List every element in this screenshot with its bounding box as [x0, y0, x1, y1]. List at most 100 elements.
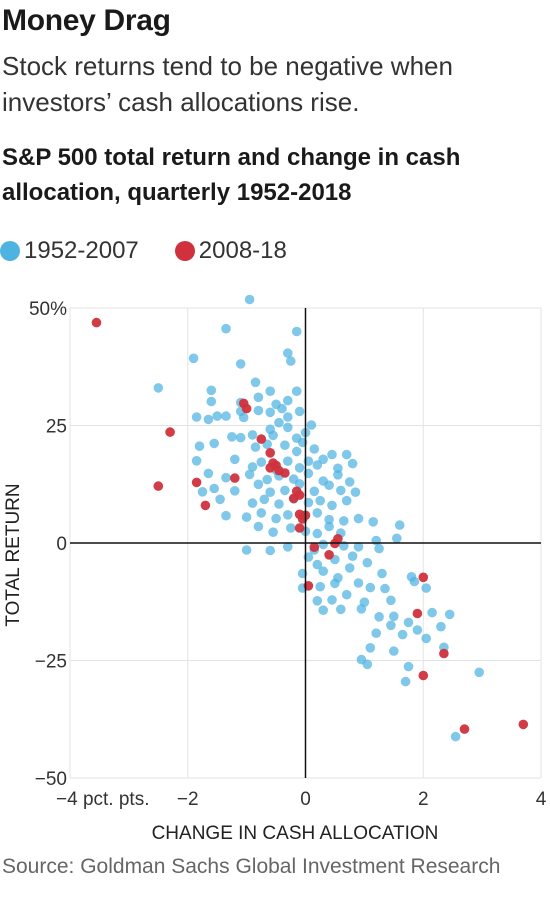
point-series-1-107	[324, 521, 334, 532]
point-series-2-6	[241, 403, 252, 414]
axes-layer	[70, 308, 541, 778]
point-series-1-17	[191, 412, 202, 422]
point-series-2-2	[153, 481, 164, 491]
point-series-1-74	[265, 487, 276, 498]
point-series-1-137	[421, 583, 432, 593]
point-series-1-100	[368, 517, 379, 527]
point-series-1-38	[194, 441, 205, 452]
point-series-1-134	[365, 582, 376, 593]
point-series-1-57	[318, 454, 329, 465]
page-title: Money Drag	[2, 4, 171, 37]
y-tick-label-4: −50	[35, 769, 67, 790]
point-series-1-148	[403, 617, 414, 628]
point-series-1-80	[350, 487, 361, 498]
point-series-2-14	[280, 468, 290, 478]
point-series-2-17	[288, 493, 299, 504]
point-series-1-43	[291, 446, 302, 457]
point-series-1-75	[280, 485, 290, 496]
point-series-1-24	[265, 407, 276, 418]
legend-item-series-2: 2008-18	[174, 237, 287, 265]
legend-item-series-1: 1952-2007	[0, 237, 139, 265]
point-series-1-147	[389, 611, 399, 622]
point-series-1-62	[244, 469, 255, 480]
point-series-2-0	[91, 317, 102, 328]
point-series-1-47	[341, 449, 352, 460]
point-series-1-76	[294, 479, 305, 489]
legend-dot-series-2	[174, 241, 195, 261]
point-series-1-8	[206, 385, 217, 396]
point-series-1-14	[253, 392, 264, 403]
point-series-1-163	[362, 659, 373, 670]
point-series-1-104	[286, 523, 296, 533]
point-series-1-96	[312, 508, 323, 518]
point-series-1-20	[221, 411, 231, 421]
point-series-1-114	[318, 539, 329, 550]
point-series-1-84	[274, 499, 284, 509]
point-series-1-103	[268, 527, 278, 537]
point-series-1-68	[333, 470, 343, 480]
point-series-1-56	[312, 460, 323, 470]
point-series-1-73	[253, 479, 264, 490]
point-series-2-9	[265, 448, 276, 458]
point-series-1-91	[241, 512, 252, 522]
point-series-1-87	[315, 495, 326, 506]
point-series-1-70	[197, 487, 208, 497]
point-series-2-25	[309, 542, 320, 552]
chart-title: S&P 500 total return and change in cash …	[2, 144, 461, 206]
point-series-1-81	[215, 494, 225, 505]
point-series-1-99	[353, 513, 364, 524]
point-series-2-7	[230, 473, 240, 483]
point-series-1-120	[312, 559, 323, 570]
point-series-1-133	[353, 578, 364, 588]
x-tick-label-2: 0	[300, 789, 311, 810]
point-series-1-32	[247, 430, 258, 440]
y-tick-label-1: 25	[46, 417, 67, 438]
point-series-1-112	[283, 542, 293, 552]
point-series-1-10	[265, 386, 276, 397]
point-series-1-40	[250, 442, 261, 452]
point-series-1-89	[341, 495, 352, 506]
point-series-1-142	[386, 595, 396, 606]
point-series-1-83	[259, 494, 270, 505]
point-series-1-155	[397, 629, 408, 640]
legend-label-series-1: 1952-2007	[24, 237, 139, 264]
point-series-1-140	[341, 589, 352, 600]
point-series-1-50	[247, 462, 258, 472]
point-series-1-22	[238, 412, 249, 423]
point-series-1-39	[209, 438, 219, 449]
point-series-2-4	[200, 500, 211, 511]
point-series-1-16	[283, 395, 293, 406]
point-series-1-35	[283, 422, 293, 433]
point-series-1-79	[336, 485, 346, 496]
point-series-2-27	[418, 572, 429, 583]
point-series-1-6	[286, 356, 296, 366]
point-series-1-128	[377, 568, 387, 579]
point-series-1-122	[347, 551, 358, 561]
point-series-1-88	[327, 500, 337, 511]
point-series-1-161	[403, 661, 414, 672]
point-series-1-132	[330, 578, 340, 589]
point-series-2-22	[324, 550, 334, 560]
point-series-2-1	[165, 427, 175, 437]
point-series-1-131	[315, 581, 326, 592]
point-series-1-28	[283, 412, 293, 422]
point-series-1-27	[274, 417, 284, 428]
point-series-1-118	[374, 543, 384, 554]
point-series-1-102	[253, 521, 264, 532]
point-series-1-9	[250, 377, 261, 388]
point-series-1-156	[421, 633, 432, 644]
point-series-1-165	[450, 731, 461, 742]
point-series-1-30	[227, 432, 237, 442]
point-series-1-69	[344, 477, 355, 487]
point-series-1-82	[247, 498, 258, 508]
point-series-1-153	[436, 621, 446, 632]
point-series-2-24	[333, 534, 343, 544]
y-tick-label-3: −25	[35, 652, 67, 673]
point-series-1-2	[221, 323, 231, 334]
point-series-1-48	[191, 456, 202, 466]
point-series-1-152	[412, 625, 423, 635]
point-series-2-28	[412, 608, 423, 619]
point-series-1-144	[336, 604, 346, 615]
point-series-2-32	[518, 719, 529, 730]
